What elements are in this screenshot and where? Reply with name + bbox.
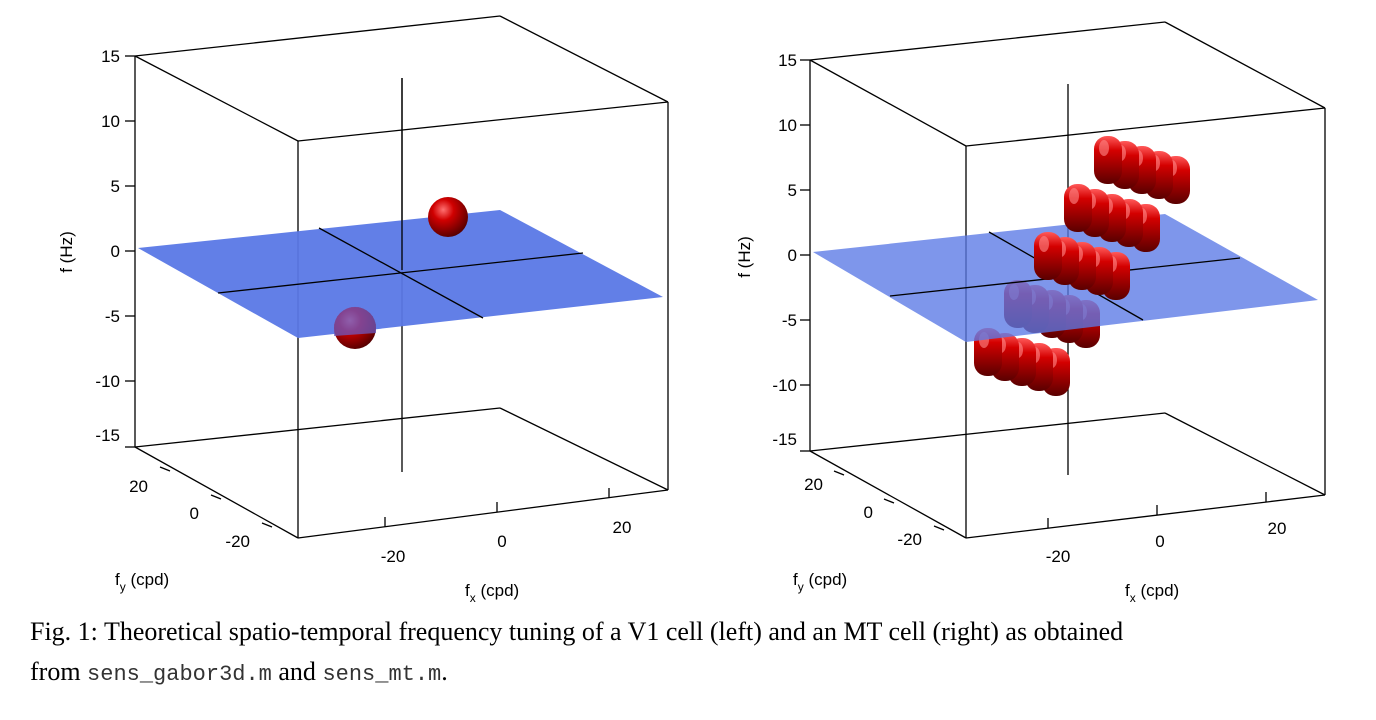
z-tick-label: -10 xyxy=(772,376,797,395)
z-axis-label-right: f (Hz) xyxy=(735,236,754,278)
z-tick-label: 10 xyxy=(778,116,797,135)
z-tick-label: 5 xyxy=(111,177,120,196)
z-tick-label: -10 xyxy=(95,372,120,391)
tuning-surface-segment xyxy=(1034,232,1062,280)
z-tick-label: -5 xyxy=(782,311,797,330)
x-tick-label: 0 xyxy=(497,532,506,551)
caption-filename-2: sens_mt.m xyxy=(322,662,442,687)
caption-filename-1: sens_gabor3d.m xyxy=(87,662,272,687)
caption-text: . xyxy=(441,657,448,686)
tuning-surface-segment-highlight xyxy=(1039,236,1049,252)
tuning-surface-segment xyxy=(1064,184,1092,232)
z-tick-label: 15 xyxy=(101,47,120,66)
caption-line-2: from sens_gabor3d.m and sens_mt.m. xyxy=(30,652,1360,695)
axes-box-right xyxy=(809,21,1326,539)
y-tick-label: -20 xyxy=(897,530,922,549)
x-tick-label: 20 xyxy=(613,518,632,537)
figure: 15 10 5 0 -5 -10 -15 f (Hz) 20 0 -20 fy … xyxy=(57,15,1326,605)
x-tick-label: 20 xyxy=(1268,519,1287,538)
x-ticks-left: -20 0 20 xyxy=(381,488,632,566)
y-tick-label: 0 xyxy=(190,504,199,523)
x-ticks-right: -20 0 20 xyxy=(1046,492,1287,566)
tuning-surface-segment-body xyxy=(1064,184,1092,232)
tuning-surface-segment xyxy=(1094,136,1122,184)
z-tick-label: 15 xyxy=(778,51,797,70)
y-tick-label: 20 xyxy=(804,475,823,494)
y-axis-label-right: fy (cpd) xyxy=(793,570,847,594)
z-axis-label-left: f (Hz) xyxy=(57,231,76,273)
x-tick-label: -20 xyxy=(381,547,406,566)
tuning-blob-lower-plane-overlay xyxy=(333,306,376,336)
tuning-surface-segment-body xyxy=(1094,136,1122,184)
z-tick-label: 5 xyxy=(788,181,797,200)
z-tick-label: -15 xyxy=(95,426,120,445)
y-axis-label-left: fy (cpd) xyxy=(115,570,169,594)
x-axis-label-right: fx (cpd) xyxy=(1125,581,1179,605)
tuning-surface-segment-body xyxy=(1034,232,1062,280)
z-ticks-right: 15 10 5 0 -5 -10 -15 xyxy=(772,51,810,452)
zero-plane-left xyxy=(138,210,663,338)
tuning-surface-segment-highlight xyxy=(1069,188,1079,204)
z-tick-label: 0 xyxy=(788,246,797,265)
z-tick-label: -5 xyxy=(105,307,120,326)
tuning-surface-right-upper xyxy=(1034,136,1190,300)
y-ticks-left: 20 0 -20 xyxy=(129,466,273,551)
tuning-surface-segment-highlight xyxy=(1099,140,1109,156)
chart-panel-left: 15 10 5 0 -5 -10 -15 f (Hz) 20 0 -20 fy … xyxy=(57,15,669,605)
svg-text:f (Hz): f (Hz) xyxy=(735,236,754,278)
svg-text:f (Hz): f (Hz) xyxy=(57,231,76,273)
x-tick-label: 0 xyxy=(1155,532,1164,551)
caption-text: from xyxy=(30,657,88,686)
x-axis-label-left: fx (cpd) xyxy=(465,581,519,605)
z-ticks-left: 15 10 5 0 -5 -10 -15 xyxy=(95,47,135,448)
tuning-blob-upper xyxy=(428,197,468,237)
figure-caption: Fig. 1: Theoretical spatio-temporal freq… xyxy=(30,612,1360,695)
y-ticks-right: 20 0 -20 xyxy=(804,470,945,549)
plane-line-y-left xyxy=(318,227,484,319)
z-tick-label: 0 xyxy=(111,242,120,261)
z-tick-label: 10 xyxy=(101,112,120,131)
y-tick-label: 0 xyxy=(864,503,873,522)
caption-line-1: Fig. 1: Theoretical spatio-temporal freq… xyxy=(30,617,1124,646)
caption-text: and xyxy=(271,657,323,686)
x-tick-label: -20 xyxy=(1046,547,1071,566)
y-tick-label: -20 xyxy=(225,532,250,551)
y-tick-label: 20 xyxy=(129,477,148,496)
z-tick-label: -15 xyxy=(772,430,797,449)
chart-panel-right: 15 10 5 0 -5 -10 -15 f (Hz) 20 0 -20 fy … xyxy=(735,21,1326,605)
